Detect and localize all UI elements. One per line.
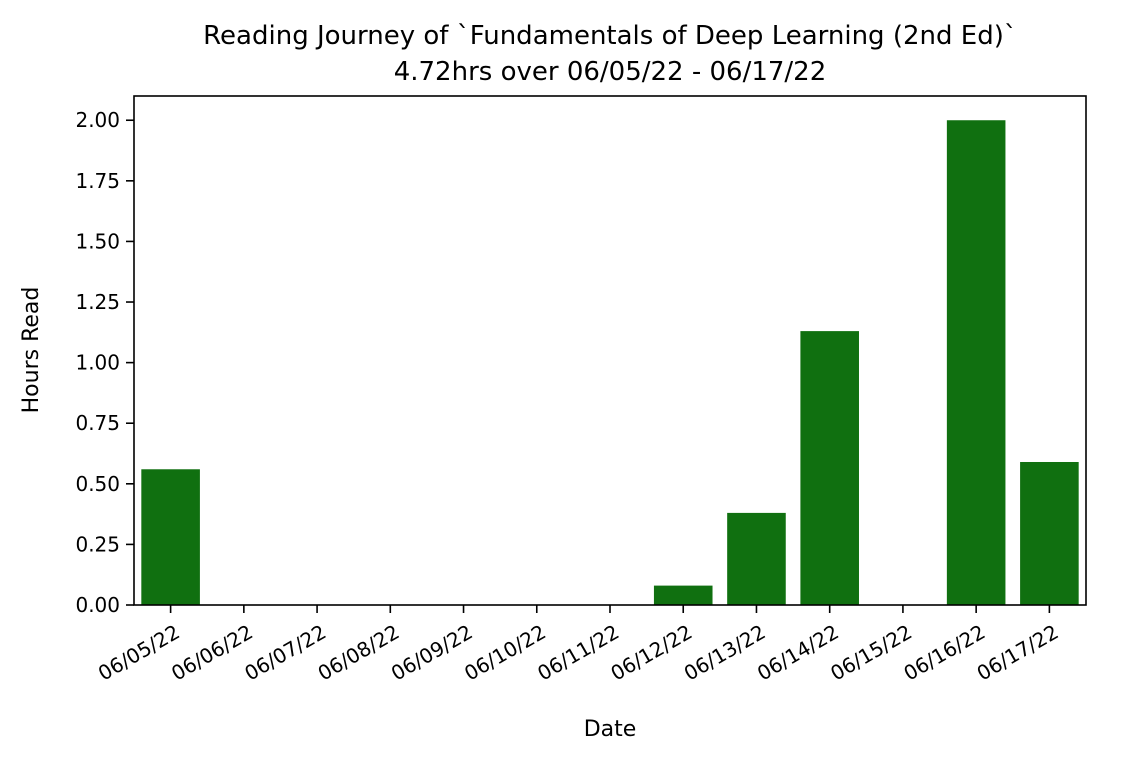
x-tick-label: 06/16/22 [899,620,989,686]
y-tick-label: 0.50 [75,472,120,496]
x-tick-label: 06/15/22 [826,620,916,686]
y-tick-label: 0.75 [75,411,120,435]
x-axis: 06/05/2206/06/2206/07/2206/08/2206/09/22… [94,605,1063,686]
y-axis: 0.00 0.25 0.50 0.75 1.00 1.25 1.50 1.75 2.00 [75,108,134,617]
x-tick-label: 06/09/22 [387,620,477,686]
bar [946,120,1006,605]
x-tick-label: 06/05/22 [94,620,184,686]
chart-title: Reading Journey of `Fundamentals of Deep… [203,21,1017,51]
x-tick-label: 06/07/22 [240,620,330,686]
y-tick-label: 1.75 [75,169,120,193]
x-tick-label: 06/14/22 [753,620,843,686]
x-tick-label: 06/08/22 [314,620,404,686]
y-tick-label: 1.50 [75,229,120,253]
x-tick-label: 06/10/22 [460,620,550,686]
y-axis-label: Hours Read [19,287,44,414]
chart-subtitle: 4.72hrs over 06/05/22 - 06/17/22 [394,57,827,87]
bars-group [141,120,1079,605]
x-tick-label: 06/11/22 [533,620,623,686]
y-tick-label: 2.00 [75,108,120,132]
y-tick-label: 1.25 [75,290,120,314]
x-tick-label: 06/13/22 [680,620,770,686]
y-tick-label: 0.25 [75,532,120,556]
x-tick-label: 06/17/22 [973,620,1063,686]
bar [800,331,859,605]
bar [727,512,786,605]
bar [141,469,200,605]
x-axis-label: Date [584,717,637,742]
plot-frame [133,95,1087,606]
y-tick-label: 1.00 [75,351,120,375]
bar [1020,461,1079,605]
bar [653,585,713,605]
y-tick-label: 0.00 [75,593,120,617]
x-tick-label: 06/06/22 [167,620,257,686]
x-tick-label: 06/12/22 [607,620,697,686]
